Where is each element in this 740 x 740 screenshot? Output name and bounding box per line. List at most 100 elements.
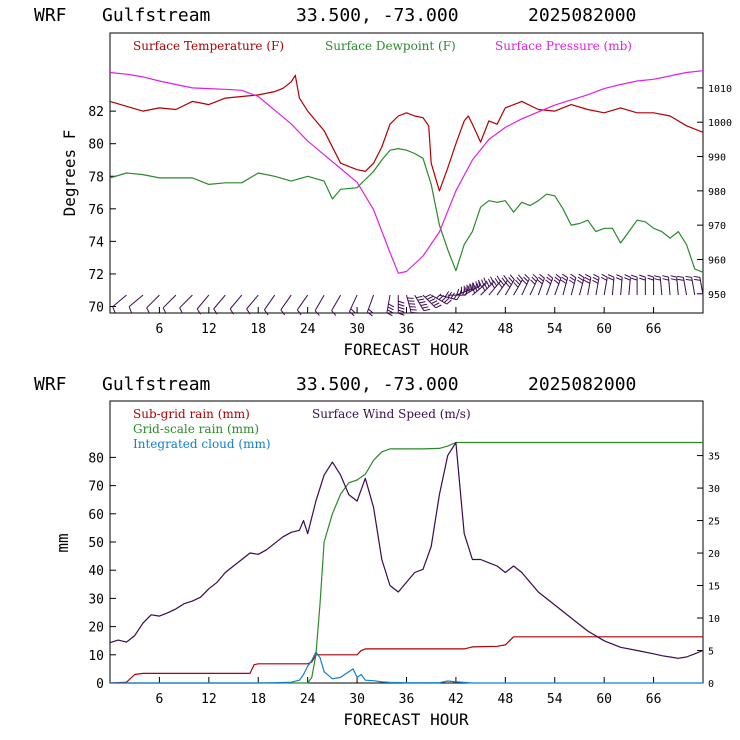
wind-barb (414, 294, 431, 312)
y-tick-label: 80 (88, 138, 104, 153)
x-tick-label: 18 (250, 692, 266, 707)
panel1-date: 2025082000 (528, 5, 636, 26)
y-tick-label: 80 (88, 451, 104, 466)
legend-subgrid-rain: Sub-grid rain (mm) (133, 407, 250, 421)
legend-surface-dewpoint: Surface Dewpoint (F) (325, 39, 456, 53)
wind-barb (504, 274, 515, 296)
y-tick-label: 76 (88, 203, 104, 218)
wind-barb (349, 294, 358, 317)
x-tick-label: 66 (646, 692, 662, 707)
x-tick-label: 48 (498, 692, 514, 707)
x-tick-label: 42 (448, 692, 464, 707)
wind-barb (639, 274, 646, 296)
wind-barb (296, 294, 309, 316)
x-tick-label: 30 (349, 322, 365, 337)
wind-barb (607, 274, 615, 296)
wind-barb (213, 294, 226, 315)
x-tick-label: 54 (547, 322, 563, 337)
panel1-ylabel: Degrees F (60, 130, 79, 217)
wind-barb (280, 294, 292, 316)
panel2-location: Gulfstream (102, 374, 210, 395)
y2-tick-label: 20 (708, 549, 720, 560)
wind-barb (397, 295, 405, 316)
wind-barb (112, 294, 127, 313)
wind-barb (647, 274, 655, 296)
panel2-header: WRF Gulfstream 33.500, -73.000 202508200… (34, 374, 636, 395)
wind-barb (670, 275, 679, 296)
x-tick-label: 36 (399, 692, 415, 707)
wind-barb (537, 273, 545, 296)
wind-barb (677, 275, 688, 296)
x-tick-label: 30 (349, 692, 365, 707)
legend-surface-wind-speed: Surface Wind Speed (m/s) (312, 407, 471, 421)
panel2-series (109, 441, 704, 684)
series-grid-scale-rain-line (110, 441, 703, 684)
wind-barb (314, 294, 325, 316)
panel1-header: WRF Gulfstream 33.500, -73.000 202508200… (34, 5, 636, 26)
wind-barb (430, 293, 452, 305)
x-tick-label: 48 (498, 322, 514, 337)
panel1-model: WRF (34, 5, 67, 26)
wind-barb (146, 294, 160, 314)
wind-barb (553, 273, 562, 296)
y-tick-label: 82 (88, 105, 104, 120)
wind-barb (162, 294, 177, 314)
y2-tick-label: 980 (708, 187, 726, 198)
y2-tick-label: 5 (708, 647, 714, 658)
panel2-y-ticks: 0 10 20 30 40 50 60 70 80 (88, 451, 116, 692)
panel1-x-ticks: 6 12 18 24 30 36 42 48 54 60 66 (156, 307, 662, 337)
wind-barb (693, 275, 704, 296)
wind-barb (263, 294, 276, 316)
wind-barb (463, 279, 481, 296)
wind-barb (529, 274, 539, 296)
x-tick-label: 6 (156, 322, 164, 337)
y-tick-label: 10 (88, 649, 104, 664)
y2-tick-label: 960 (708, 255, 726, 266)
series-surface-pressure-line (109, 70, 704, 274)
y-tick-label: 40 (88, 564, 104, 579)
x-tick-label: 12 (201, 322, 217, 337)
panel1-wind-barbs (112, 273, 704, 317)
panel2-x-ticks: 6 12 18 24 30 36 42 48 54 60 66 (156, 677, 662, 707)
y2-tick-label: 990 (708, 153, 726, 164)
panel2-y2-ticks: 0 5 10 15 20 25 30 35 (697, 452, 720, 690)
wind-barb (480, 276, 494, 296)
wind-barb (488, 275, 501, 296)
legend-integrated-cloud: Integrated cloud (mm) (133, 437, 271, 451)
y-tick-label: 0 (96, 677, 104, 692)
wind-barb (229, 294, 243, 315)
panel2-coords: 33.500, -73.000 (296, 374, 459, 395)
y2-tick-label: 1010 (708, 84, 732, 95)
legend-surface-pressure: Surface Pressure (mb) (495, 39, 632, 53)
y2-tick-label: 35 (708, 452, 720, 463)
y-tick-label: 70 (88, 300, 104, 315)
series-surface-wind-speed-line (109, 442, 704, 659)
wind-barb (179, 294, 193, 314)
series-surface-dewpoint-line (109, 148, 704, 273)
y2-tick-label: 30 (708, 484, 720, 495)
wind-barb (366, 294, 375, 317)
wind-barb (568, 273, 577, 296)
panel1-location: Gulfstream (102, 5, 210, 26)
wind-barb (560, 273, 569, 296)
series-surface-temperature-line (109, 74, 704, 192)
wind-barb (128, 294, 144, 313)
y2-tick-label: 25 (708, 517, 720, 528)
x-tick-label: 12 (201, 692, 217, 707)
x-tick-label: 54 (547, 692, 563, 707)
y2-tick-label: 950 (708, 290, 726, 301)
panel1-coords: 33.500, -73.000 (296, 5, 459, 26)
x-tick-label: 42 (448, 322, 464, 337)
panel1-series (109, 70, 704, 274)
wind-barb (521, 274, 530, 296)
x-tick-label: 66 (646, 322, 662, 337)
x-tick-label: 60 (596, 692, 612, 707)
wind-barb (662, 275, 671, 296)
panel1-y-ticks: 70 72 74 76 78 80 82 (88, 105, 116, 315)
wind-barb (583, 273, 592, 296)
y-tick-label: 60 (88, 508, 104, 523)
wind-barb (246, 294, 259, 315)
y2-tick-label: 10 (708, 614, 720, 625)
series-integrated-cloud-line (110, 651, 703, 684)
wind-barb (455, 282, 474, 296)
